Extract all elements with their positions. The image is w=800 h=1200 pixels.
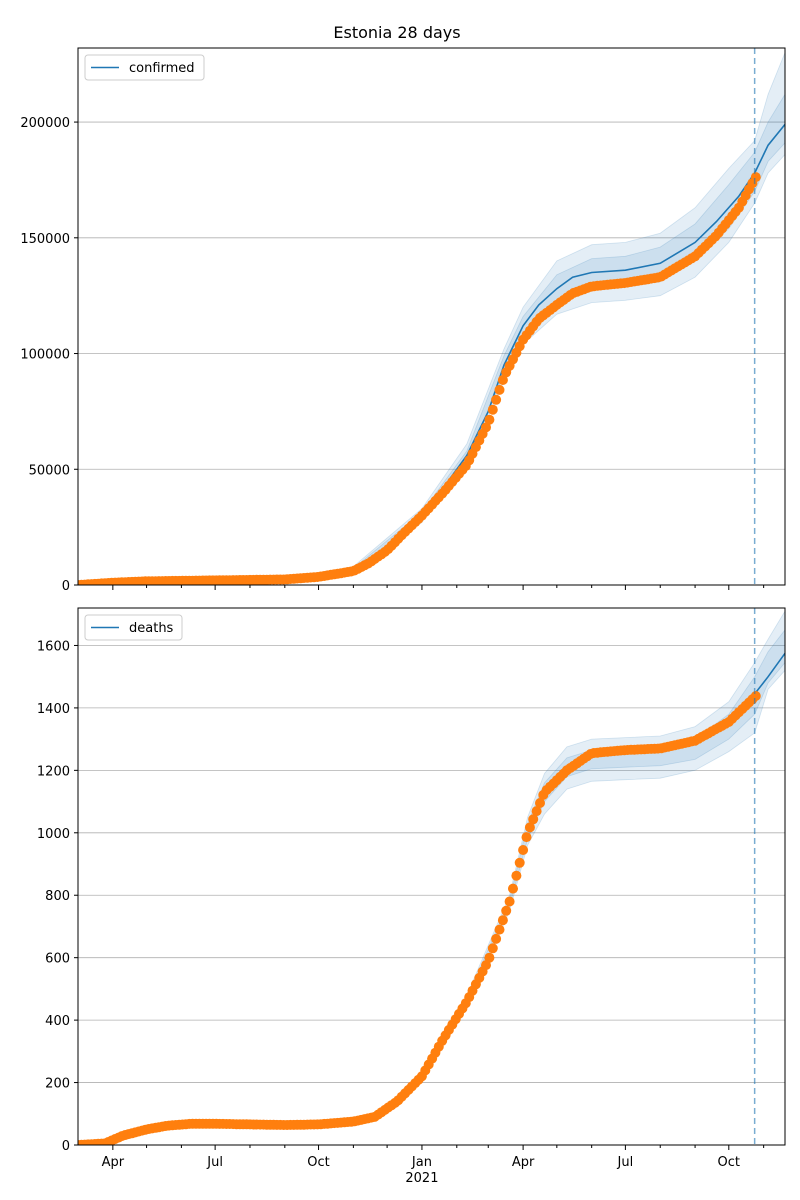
observed-point: [531, 806, 542, 817]
observed-point: [524, 822, 535, 833]
x-tick-label: Jan: [411, 1155, 432, 1170]
legend-box: [84, 614, 183, 641]
x-tick-label: Oct: [718, 1155, 740, 1170]
observed-point: [750, 691, 761, 701]
observed-point: [511, 870, 522, 881]
y-tick-label: 1000: [37, 827, 70, 842]
observed-point: [487, 404, 498, 415]
observed-point: [508, 883, 518, 894]
observed-point: [494, 924, 505, 935]
observed-point: [487, 943, 498, 954]
observed-point: [504, 896, 515, 907]
y-tick-label: 50000: [29, 463, 70, 478]
observed-point: [501, 905, 512, 916]
model-line: [754, 652, 785, 695]
y-tick-label: 600: [45, 952, 70, 967]
x-tick-label: Apr: [102, 1155, 125, 1170]
y-tick-label: 800: [45, 889, 70, 904]
observed-point: [497, 915, 508, 926]
legend: confirmed: [84, 54, 205, 81]
x-tick-label: Jul: [617, 1155, 634, 1170]
observed-point: [484, 414, 495, 425]
plot-area: [78, 52, 785, 585]
axes-frame: [77, 47, 786, 586]
observed-point: [484, 952, 495, 963]
observed-point: [491, 933, 502, 944]
y-tick-label: 150000: [20, 232, 70, 247]
legend-label: deaths: [129, 621, 174, 636]
observed-point: [535, 798, 545, 808]
observed-point: [514, 857, 525, 868]
observed-point: [481, 422, 491, 433]
observed-point: [494, 384, 505, 395]
legend-label: confirmed: [129, 61, 195, 76]
uncertainty-band: [466, 629, 785, 1005]
x-tick-label: Oct: [307, 1155, 329, 1170]
observed-point: [491, 394, 502, 405]
plot-area: [78, 610, 785, 1145]
observed-point: [497, 375, 508, 385]
y-tick-label: 200: [45, 1077, 70, 1092]
observed-point: [528, 814, 539, 825]
uncertainty-band: [466, 610, 785, 1008]
legend: deaths: [84, 614, 183, 641]
confirmed-panel: 0 50000 100000 150000 200000 confirmed: [20, 47, 786, 594]
deaths-panel: 0 200 400 600 800 1000 1200 1400 1600 Apr Jul Oct Ja…: [37, 607, 786, 1186]
observed-point: [521, 832, 532, 843]
y-tick-label: 100000: [20, 348, 70, 363]
y-tick-label: 1600: [37, 639, 70, 654]
x-tick-label: Apr: [512, 1155, 535, 1170]
x-tick-label: Jul: [206, 1155, 223, 1170]
chart-title: Estonia 28 days: [333, 23, 460, 42]
y-tick-label: 0: [62, 579, 70, 594]
axes-frame: [77, 607, 786, 1146]
model-line: [78, 123, 785, 585]
uncertainty-band: [353, 52, 785, 575]
y-tick-label: 200000: [20, 116, 70, 131]
observed-point: [518, 845, 529, 855]
legend-box: [84, 54, 205, 81]
uncertainty-band: [353, 93, 785, 573]
observed-point: [750, 172, 761, 183]
y-tick-label: 1400: [37, 702, 70, 717]
y-tick-label: 0: [62, 1139, 70, 1154]
y-tick-label: 1200: [37, 764, 70, 779]
y-tick-label: 400: [45, 1014, 70, 1029]
x-year-label: 2021: [405, 1171, 438, 1186]
